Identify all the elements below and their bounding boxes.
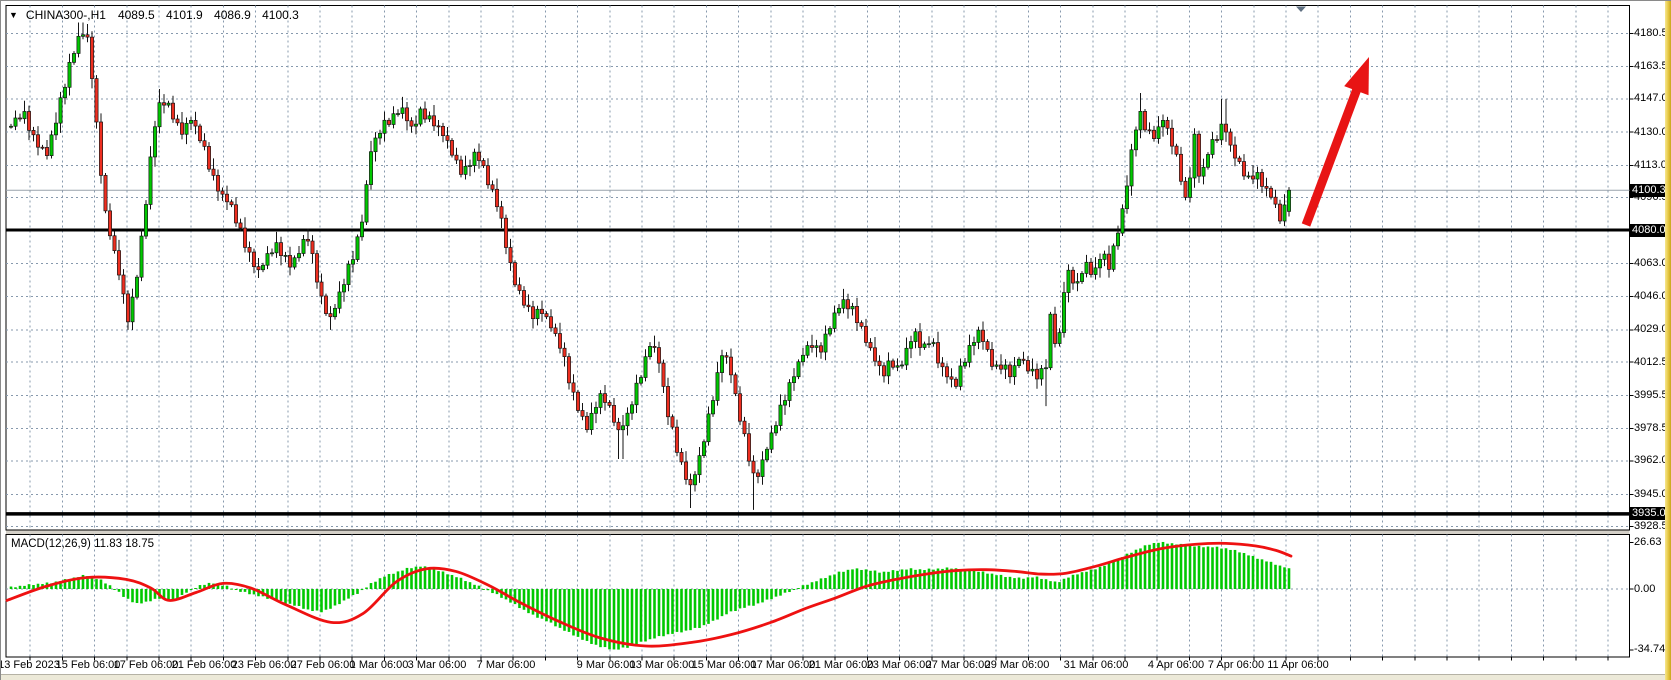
chart-shift-marker-icon[interactable] [1296,6,1306,13]
macd-axis-label: 26.63 [1634,535,1662,548]
ohlc-open-value: 4089.5 [117,8,155,22]
macd-main-value: 11.83 [94,538,123,550]
time-axis-label: 21 Mar 06:00 [808,659,874,671]
ohlc-low-value: 4086.9 [214,8,251,22]
time-axis-label: 15 Feb 06:00 [55,659,121,671]
macd-axis-label: -34.74 [1634,643,1666,656]
macd-histogram [9,541,1291,650]
time-axis-label: 4 Apr 06:00 [1147,659,1205,671]
price-axis-label: 3962.0 [1634,454,1668,467]
time-axis-label: 27 Mar 06:00 [925,659,991,671]
price-axis-label: 3978.5 [1634,422,1668,435]
time-axis-label: 23 Feb 06:00 [231,659,297,671]
time-axis-label: 29 Mar 06:00 [984,659,1050,671]
axis-ticks [29,32,1634,661]
price-axis-label: 3928.5 [1634,520,1668,533]
time-axis-label: 7 Mar 06:00 [476,659,536,671]
time-axis-label: 23 Mar 06:00 [866,659,932,671]
price-axis-label: 3995.5 [1634,388,1668,401]
price-axis-label: 4163.5 [1634,60,1668,73]
ohlc-close-value: 4100.3 [262,8,299,22]
chart-title-bar: ▼ CHINA300-,H1 4089.5 4101.9 4086.9 4100.3 [9,8,299,22]
symbol-period-label: CHINA300-,H1 [25,8,106,22]
ohlc-high-value: 4101.9 [166,8,203,22]
price-level-badge-current-bid: 4100.3 [1630,183,1668,197]
time-axis-label: 17 Mar 06:00 [750,659,816,671]
time-axis-label: 11 Apr 06:00 [1267,659,1329,671]
macd-signal-value: 18.75 [125,538,155,550]
ohlc-dropdown-icon[interactable]: ▼ [9,10,18,20]
window-edge-strip [1665,1,1671,680]
macd-name: MACD(12,26,9) [11,538,91,550]
macd-axis-label: 0.00 [1634,582,1656,595]
price-level-badge-horizontal-line-upper: 4080.0 [1630,223,1668,237]
time-axis-label: 15 Mar 06:00 [691,659,757,671]
window-bottom-strip [1,674,1671,680]
price-axis-label: 4012.5 [1634,355,1668,368]
time-axis-label: 9 Mar 06:00 [576,659,636,671]
time-axis-label: 13 Feb 2023 [0,659,60,671]
price-axis-label: 4180.5 [1634,26,1668,39]
price-level-lines[interactable] [6,189,1630,516]
time-axis-label: 21 Feb 06:00 [171,659,237,671]
time-axis-label: 17 Feb 06:00 [113,659,179,671]
time-axis-label: 31 Mar 06:00 [1063,659,1129,671]
price-axis-label: 4029.0 [1634,323,1668,336]
time-axis-label: 1 Mar 06:00 [349,659,409,671]
macd-indicator-label: MACD(12,26,9) 11.83 18.75 [11,538,154,562]
price-axis-label: 3945.0 [1634,487,1668,500]
price-level-badge-horizontal-line-lower: 3935.0 [1630,507,1668,521]
grid [6,5,1630,657]
price-axis-label: 4046.0 [1634,290,1668,303]
price-axis-label: 4147.0 [1634,92,1668,105]
panel-borders [5,5,1630,658]
price-axis-label: 4130.0 [1634,125,1668,138]
time-axis-label: 7 Apr 06:00 [1207,659,1265,671]
time-axis-label: 27 Feb 06:00 [290,659,356,671]
time-axis-label: 13 Mar 06:00 [629,659,695,671]
price-axis-label: 4113.0 [1634,158,1667,171]
candlestick-series [9,22,1291,510]
macd-signal-line [5,541,1293,648]
trend-arrow-annotation[interactable] [1301,57,1369,227]
time-axis-label: 3 Mar 06:00 [407,659,467,671]
price-axis-label: 4063.0 [1634,256,1668,269]
